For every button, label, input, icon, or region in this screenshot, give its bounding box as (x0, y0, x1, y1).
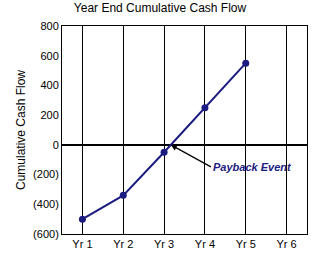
svg-text:Yr 1: Yr 1 (72, 238, 92, 250)
svg-text:(200): (200) (33, 168, 59, 180)
svg-text:Cumulative Cash Flow: Cumulative Cash Flow (14, 70, 28, 190)
svg-text:Yr 3: Yr 3 (154, 238, 174, 250)
svg-text:Yr 5: Yr 5 (236, 238, 256, 250)
svg-text:0: 0 (53, 139, 59, 151)
svg-text:(400): (400) (33, 198, 59, 210)
svg-text:800: 800 (40, 20, 58, 32)
svg-text:(600): (600) (33, 228, 59, 240)
svg-text:200: 200 (40, 109, 58, 121)
svg-text:Year End Cumulative Cash Flow: Year End Cumulative Cash Flow (74, 1, 247, 15)
svg-text:400: 400 (40, 79, 58, 91)
svg-text:Payback Event: Payback Event (213, 161, 292, 173)
svg-text:Yr 2: Yr 2 (113, 238, 133, 250)
svg-text:Yr 4: Yr 4 (195, 238, 215, 250)
svg-text:600: 600 (40, 50, 58, 62)
svg-text:Yr 6: Yr 6 (276, 238, 296, 250)
